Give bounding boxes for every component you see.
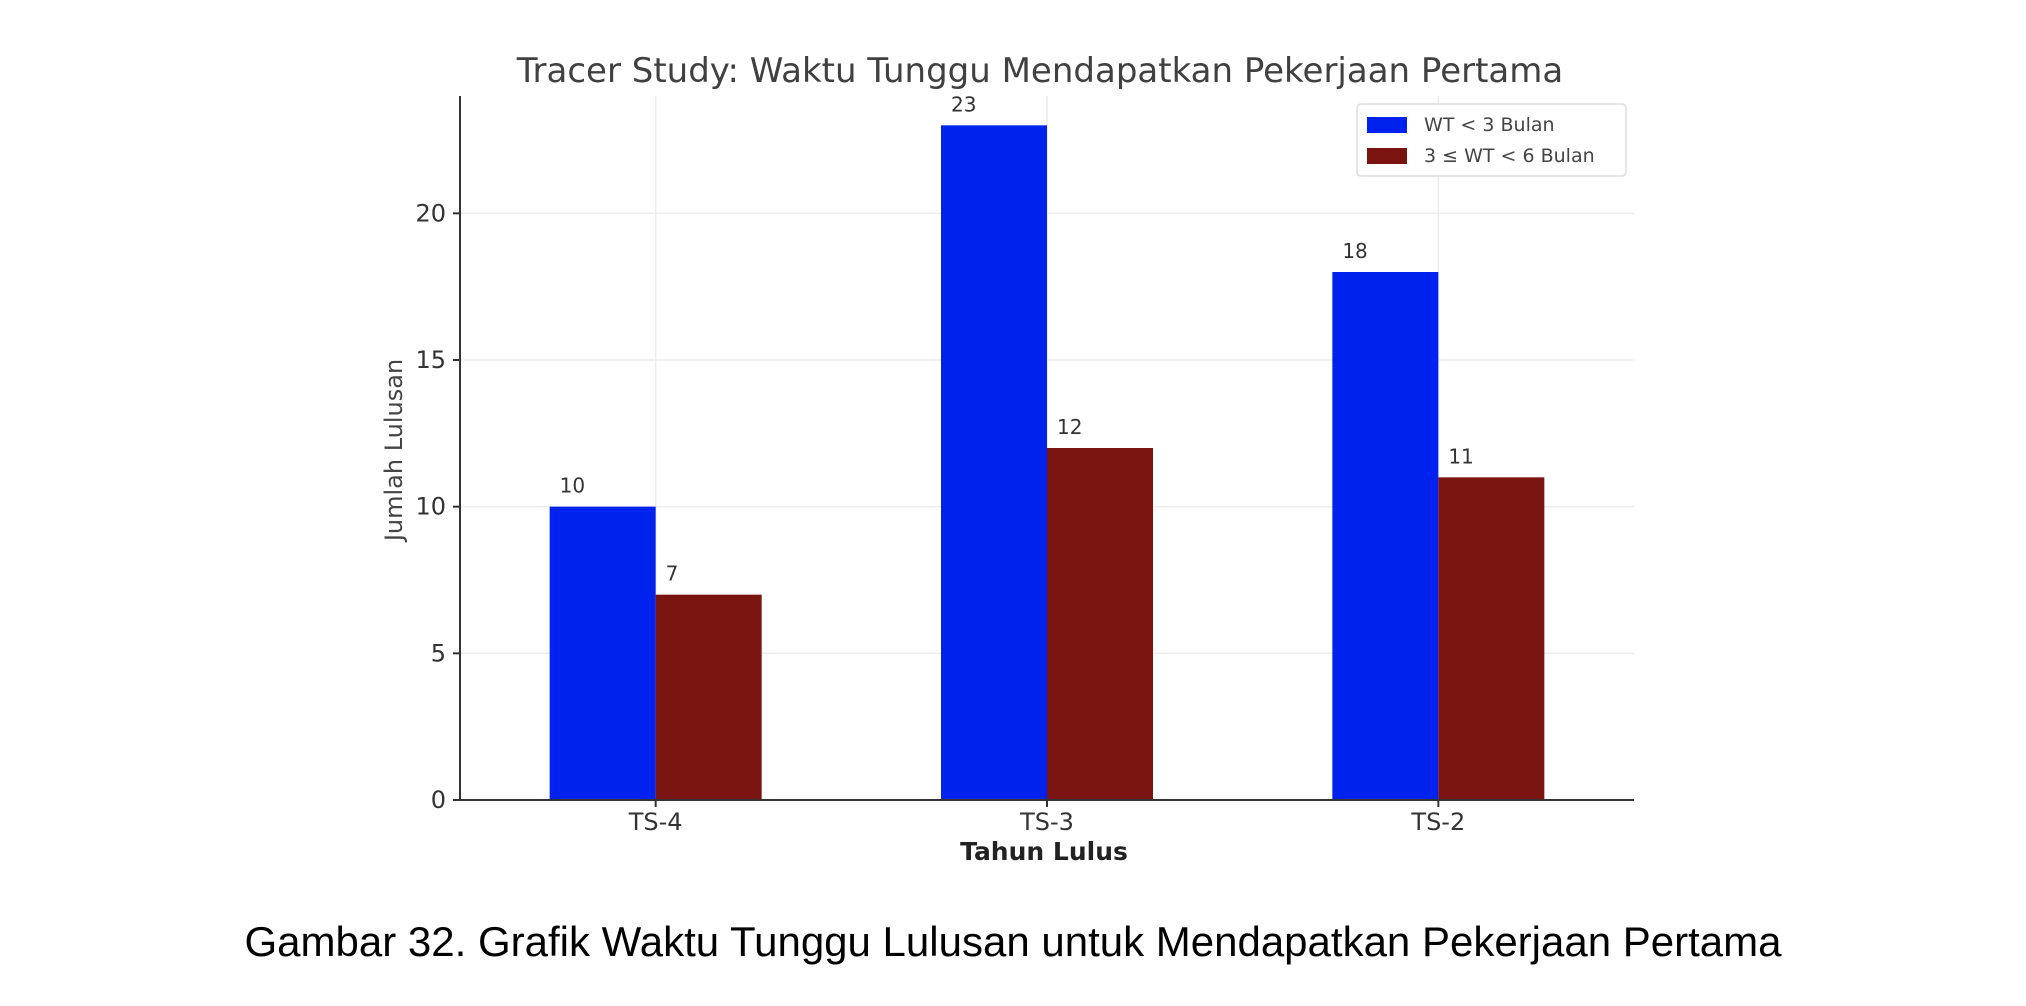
legend-swatch-wt-3-6 <box>1367 148 1407 164</box>
legend-swatch-wt-lt-3 <box>1367 117 1407 133</box>
legend-frame <box>1356 103 1627 177</box>
y-tick-label-10: 10 <box>415 493 446 521</box>
bar-ts-2-series-0 <box>1332 272 1439 800</box>
bar-chart: 10 23 18 7 12 11 0 5 10 15 20 TS-4 TS-3 TS-2 Tracer… <box>380 51 1634 866</box>
bar-ts-4-series-0 <box>549 506 656 800</box>
bar-ts-2-series-1 <box>1438 477 1545 800</box>
y-axis-label: Jumlah Lulusan <box>380 359 408 543</box>
data-label-ts-2-series-1: 11 <box>1448 444 1473 468</box>
bars <box>549 125 1545 801</box>
figure-caption: Gambar 32. Grafik Waktu Tunggu Lulusan u… <box>244 918 1782 965</box>
chart-title: Tracer Study: Waktu Tunggu Mendapatkan P… <box>516 51 1563 91</box>
bar-ts-3-series-1 <box>1047 448 1153 800</box>
data-label-ts-3-series-1: 12 <box>1057 415 1082 439</box>
bar-ts-4-series-1 <box>655 594 762 800</box>
y-tick-labels: 0 5 10 15 20 <box>415 199 460 814</box>
data-labels: 10 23 18 7 12 11 <box>560 92 1474 585</box>
data-label-ts-4-series-0: 10 <box>560 474 585 498</box>
data-label-ts-2-series-0: 18 <box>1342 239 1367 263</box>
legend: WT < 3 Bulan 3 ≤ WT < 6 Bulan <box>1356 103 1627 177</box>
data-label-ts-3-series-0: 23 <box>951 92 976 116</box>
y-tick-label-0: 0 <box>431 786 446 814</box>
x-axis-label: Tahun Lulus <box>960 837 1128 866</box>
legend-label-wt-lt-3: WT < 3 Bulan <box>1424 114 1555 136</box>
x-tick-labels: TS-4 TS-3 TS-2 <box>628 800 1465 836</box>
data-label-ts-4-series-1: 7 <box>666 562 679 586</box>
x-tick-label-ts-4: TS-4 <box>628 808 683 836</box>
x-tick-label-ts-3: TS-3 <box>1019 808 1074 836</box>
y-tick-label-5: 5 <box>431 639 446 667</box>
y-tick-label-15: 15 <box>415 346 446 374</box>
bar-ts-3-series-0 <box>941 125 1047 801</box>
x-tick-label-ts-2: TS-2 <box>1410 808 1465 836</box>
y-tick-label-20: 20 <box>415 199 446 227</box>
legend-label-wt-3-6: 3 ≤ WT < 6 Bulan <box>1424 145 1595 167</box>
